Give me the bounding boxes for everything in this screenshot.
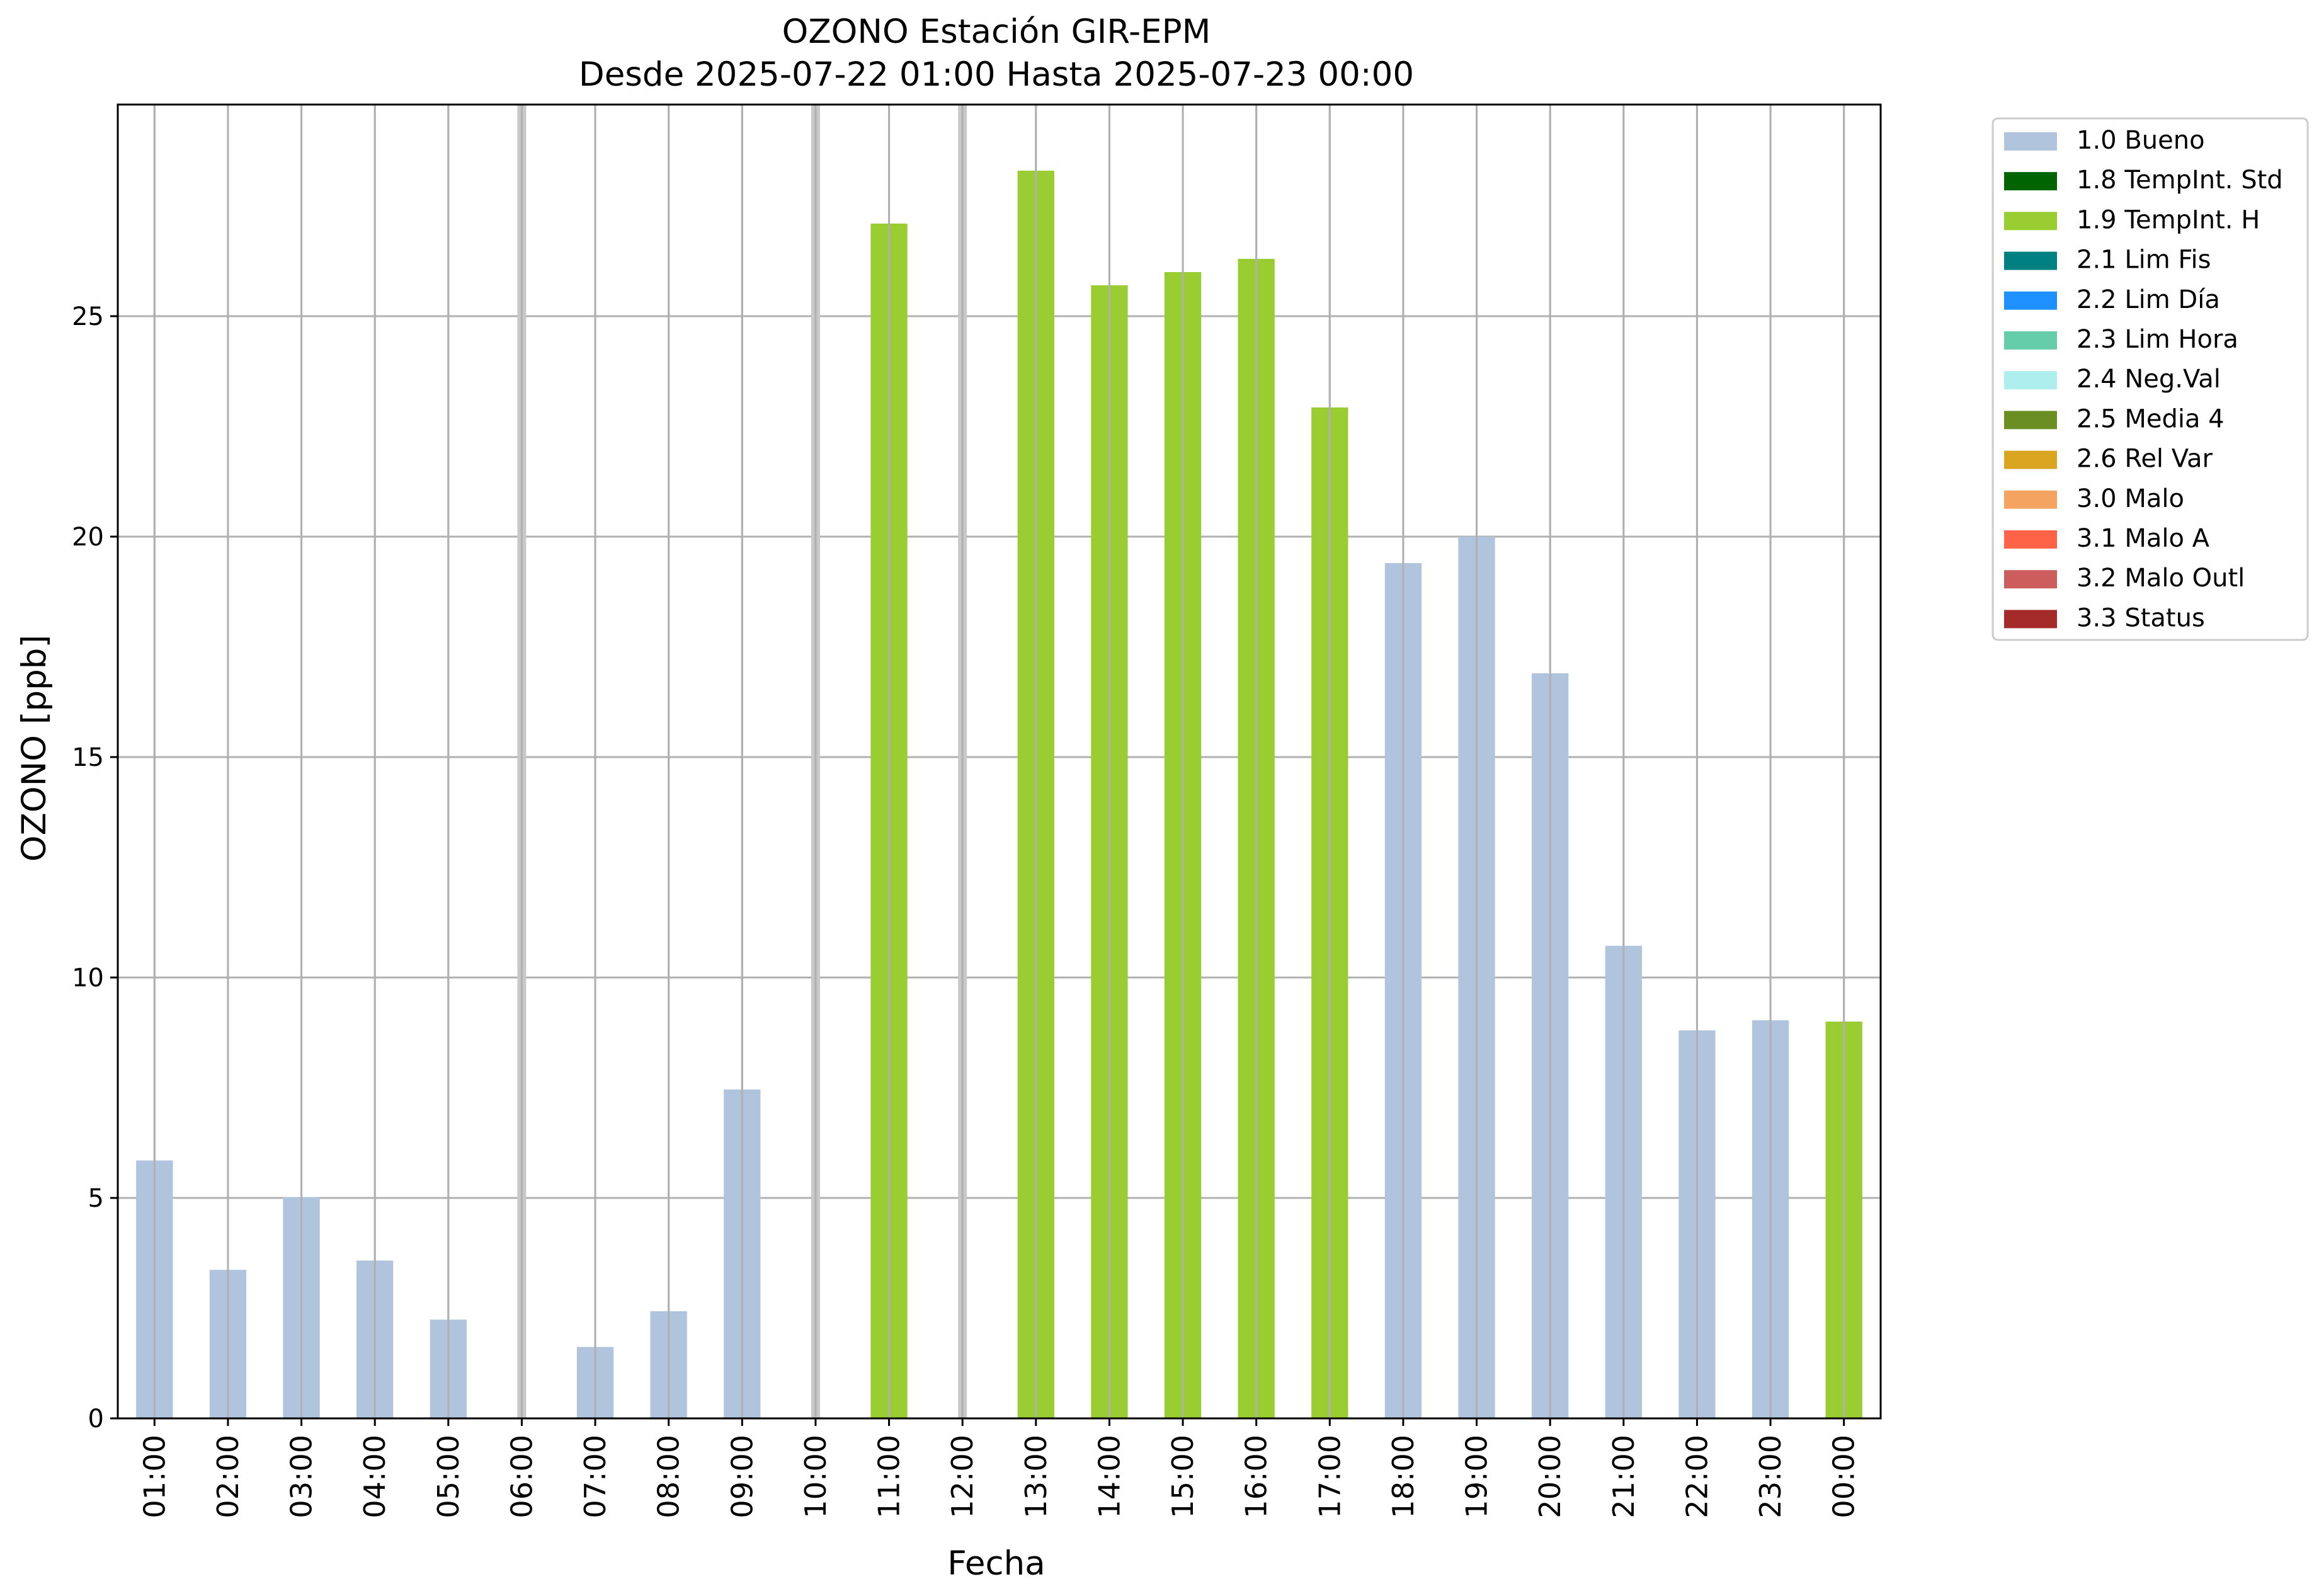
chart-subtitle: Desde 2025-07-22 01:00 Hasta 2025-07-23 … (579, 55, 1414, 94)
x-tick-label: 02:00 (211, 1435, 245, 1519)
x-tick-label: 21:00 (1607, 1435, 1641, 1519)
x-tick-label: 18:00 (1386, 1435, 1420, 1519)
legend-label: 2.5 Media 4 (2077, 404, 2225, 433)
x-axis-label: Fecha (947, 1544, 1045, 1583)
y-tick-label: 5 (88, 1184, 104, 1213)
x-tick-label: 23:00 (1753, 1435, 1787, 1519)
legend-label: 3.3 Status (2077, 603, 2205, 632)
legend-swatch (2004, 132, 2057, 151)
legend-label: 2.1 Lim Fis (2077, 246, 2211, 275)
x-tick-label: 01:00 (137, 1435, 171, 1519)
legend-label: 2.2 Lim Día (2077, 285, 2220, 314)
x-tick-label: 09:00 (725, 1435, 759, 1519)
legend-label: 2.4 Neg.Val (2077, 365, 2221, 394)
x-tick-label: 13:00 (1019, 1435, 1053, 1519)
x-tick-label: 15:00 (1166, 1435, 1200, 1519)
legend-swatch (2004, 212, 2057, 231)
x-tick-label: 03:00 (285, 1435, 319, 1519)
legend-swatch (2004, 331, 2057, 350)
legend-label: 3.0 Malo (2077, 484, 2184, 513)
x-tick-label: 00:00 (1827, 1435, 1861, 1519)
legend-swatch (2004, 251, 2057, 270)
legend-label: 1.9 TempInt. H (2077, 205, 2260, 234)
x-tick-label: 04:00 (358, 1435, 392, 1519)
x-tick-label: 08:00 (652, 1435, 686, 1519)
y-tick-label: 20 (72, 523, 104, 552)
legend-swatch (2004, 291, 2057, 310)
legend-label: 1.8 TempInt. Std (2077, 166, 2283, 195)
legend-swatch (2004, 610, 2057, 629)
legend-swatch (2004, 450, 2057, 469)
x-tick-label: 17:00 (1313, 1435, 1347, 1519)
x-tick-label: 11:00 (872, 1435, 906, 1519)
x-tick-label: 12:00 (945, 1435, 979, 1519)
x-tick-label: 10:00 (799, 1435, 833, 1519)
y-axis-label: OZONO [ppb] (15, 635, 54, 862)
bars (136, 105, 1862, 1418)
x-tick-label: 19:00 (1460, 1435, 1494, 1519)
legend-label: 3.1 Malo A (2077, 524, 2210, 553)
legend-swatch (2004, 490, 2057, 509)
legend: 1.0 Bueno 1.8 TempInt. Std 1.9 TempInt. H 2… (1991, 117, 2309, 641)
y-tick-label: 15 (72, 743, 104, 772)
legend-swatch (2004, 570, 2057, 589)
legend-label: 3.2 Malo Outl (2077, 564, 2245, 593)
legend-swatch (2004, 172, 2057, 191)
x-tick-label: 14:00 (1092, 1435, 1126, 1519)
legend-swatch (2004, 371, 2057, 390)
y-tick-label: 10 (72, 964, 104, 993)
legend-frame (1991, 117, 2309, 641)
legend-swatch (2004, 411, 2057, 430)
x-tick-label: 20:00 (1533, 1435, 1567, 1519)
x-tick-label: 06:00 (504, 1435, 538, 1519)
legend-label: 2.6 Rel Var (2077, 445, 2213, 474)
x-tick-label: 05:00 (431, 1435, 465, 1519)
x-tick-label: 16:00 (1239, 1435, 1273, 1519)
x-axis-ticks: 01:00 02:00 03:00 04:00 05:00 06:00 07:00 08:00… (137, 1418, 1861, 1519)
legend-label: 2.3 Lim Hora (2077, 325, 2238, 354)
legend-swatch (2004, 530, 2057, 549)
x-tick-label: 07:00 (578, 1435, 612, 1519)
chart-title: OZONO Estación GIR-EPM (782, 13, 1211, 51)
legend-label: 1.0 Bueno (2077, 126, 2205, 155)
plot-frame (117, 103, 1882, 1420)
x-tick-label: 22:00 (1680, 1435, 1714, 1519)
y-tick-label: 0 (88, 1405, 104, 1434)
y-axis-ticks: 0 5 10 15 20 25 (72, 302, 118, 1434)
y-tick-label: 25 (72, 302, 104, 331)
